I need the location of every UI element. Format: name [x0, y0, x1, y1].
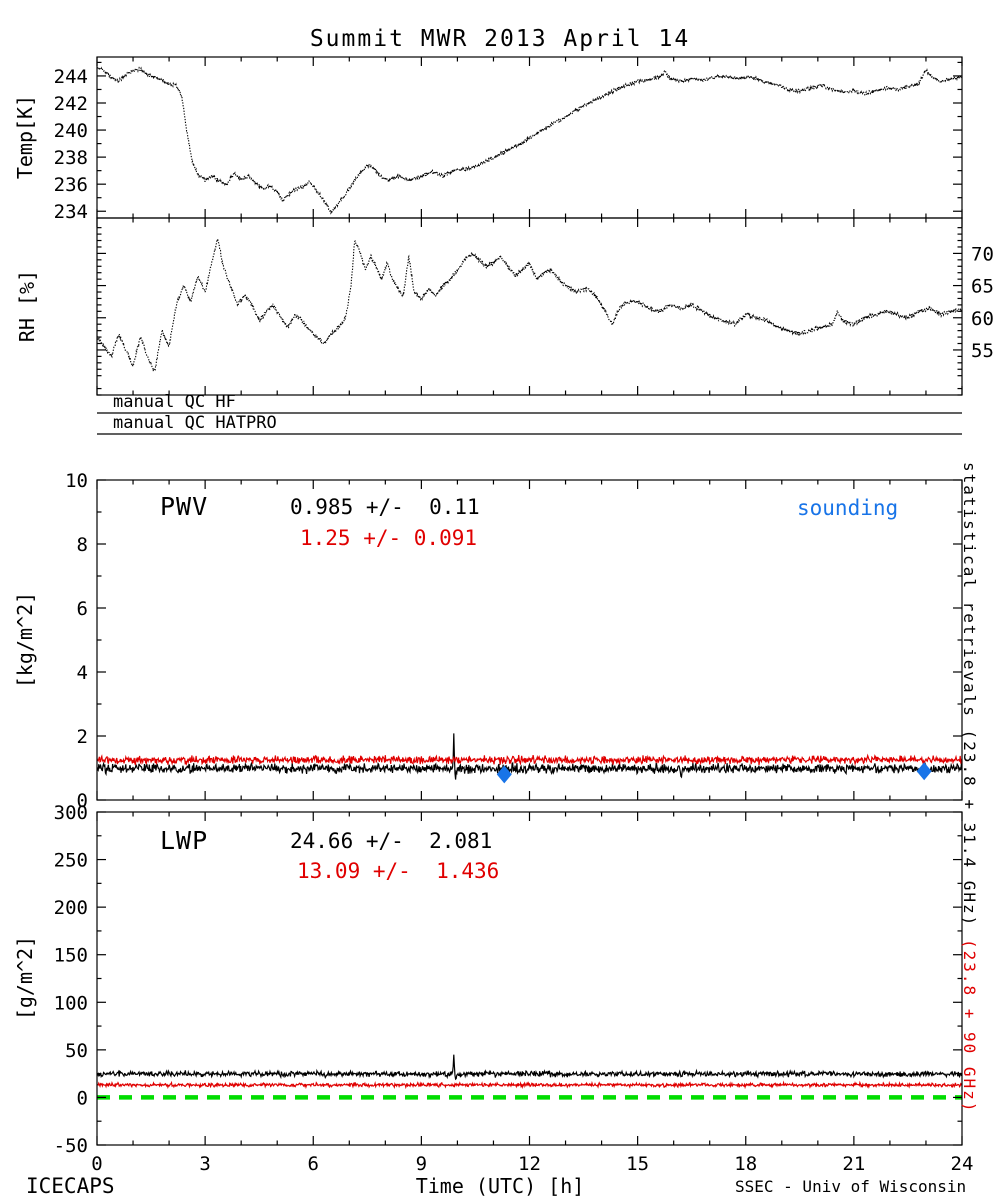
x-tick-label: 0	[91, 1153, 102, 1175]
y-tick-label: 238	[54, 147, 88, 169]
series-temp-0	[97, 65, 962, 216]
y-tick-label: 8	[77, 534, 88, 556]
credit-label: SSEC - Univ of Wisconsin	[735, 1177, 967, 1196]
y-tick-label: 242	[54, 93, 88, 115]
x-tick-label: 18	[734, 1153, 757, 1175]
y-tick-label: 60	[971, 308, 994, 330]
x-axis-title: Time (UTC) [h]	[415, 1174, 585, 1198]
pwv-stats-red: 1.25 +/- 0.091	[300, 526, 478, 550]
series-lwp-0	[97, 1054, 962, 1081]
y-tick-label: 10	[65, 470, 88, 492]
x-tick-label: 12	[518, 1153, 541, 1175]
y-tick-label: 150	[54, 945, 88, 967]
lwp-axis-label: [g/m^2]	[13, 935, 37, 1021]
y-tick-label: 100	[54, 992, 88, 1014]
pwv-panel-tag: PWV	[160, 492, 209, 521]
project-label: ICECAPS	[26, 1174, 115, 1198]
panel-rh: 55 60 65 70	[96, 217, 994, 396]
right-caption-red: (23.8 + 90 GHz)	[960, 938, 979, 1114]
x-tick-label: 21	[842, 1153, 865, 1175]
y-tick-label: 2	[77, 726, 88, 748]
y-tick-label: 50	[65, 1040, 88, 1062]
temp-axis-label: Temp[K]	[13, 94, 37, 180]
y-tick-label: 70	[971, 243, 994, 265]
chart-title: Summit MWR 2013 April 14	[309, 26, 691, 52]
x-tick-label: 24	[951, 1153, 974, 1175]
sounding-marker	[916, 762, 932, 781]
y-tick-label: 240	[54, 120, 88, 142]
y-tick-label: 300	[54, 802, 88, 824]
series-pwv-1	[97, 753, 962, 767]
lwp-panel-tag: LWP	[160, 826, 209, 855]
y-tick-label: -50	[54, 1135, 88, 1157]
sounding-legend-label: sounding	[797, 496, 899, 520]
y-tick-label: 244	[54, 66, 88, 88]
spacer	[960, 927, 979, 939]
y-tick-label: 4	[77, 662, 88, 684]
x-tick-label: 9	[416, 1153, 427, 1175]
right-axis-caption: statistical retrievals (23.8 + 31.4 GHz)…	[960, 462, 979, 1113]
lwp-stats-black: 24.66 +/- 2.081	[290, 829, 493, 853]
qc-hatpro-label: manual QC HATPRO	[113, 413, 277, 433]
y-tick-label: 6	[77, 598, 88, 620]
panel-pwv: 0 2 4 6 8 10	[65, 470, 963, 812]
series-pwv-0	[97, 733, 962, 780]
rh-axis-label: RH [%]	[15, 269, 39, 343]
lwp-stats-red: 13.09 +/- 1.436	[297, 859, 500, 883]
y-tick-label: 55	[971, 340, 994, 362]
panel-temp: 234 236 238 240 242 244	[54, 56, 963, 223]
y-tick-label: 250	[54, 850, 88, 872]
y-tick-label: 65	[971, 276, 994, 298]
right-caption-black: statistical retrievals (23.8 + 31.4 GHz)	[960, 462, 979, 928]
y-tick-label: 200	[54, 897, 88, 919]
sounding-marker	[496, 765, 512, 784]
y-tick-label: 0	[77, 790, 88, 812]
x-tick-label: 6	[308, 1153, 319, 1175]
pwv-axis-label: [kg/m^2]	[13, 591, 37, 689]
panel-border	[96, 479, 963, 801]
panel-border	[96, 217, 963, 396]
y-tick-label: 236	[54, 174, 88, 196]
series-rh-0	[97, 238, 962, 372]
panel-border	[96, 811, 963, 1146]
series-lwp-1	[97, 1080, 962, 1090]
y-tick-label: 234	[54, 201, 88, 223]
pwv-stats-black: 0.985 +/- 0.11	[290, 495, 480, 519]
qc-hf-label: manual QC HF	[113, 392, 236, 412]
x-tick-label: 3	[199, 1153, 210, 1175]
x-tick-label: 15	[626, 1153, 649, 1175]
y-tick-label: 0	[77, 1087, 88, 1109]
